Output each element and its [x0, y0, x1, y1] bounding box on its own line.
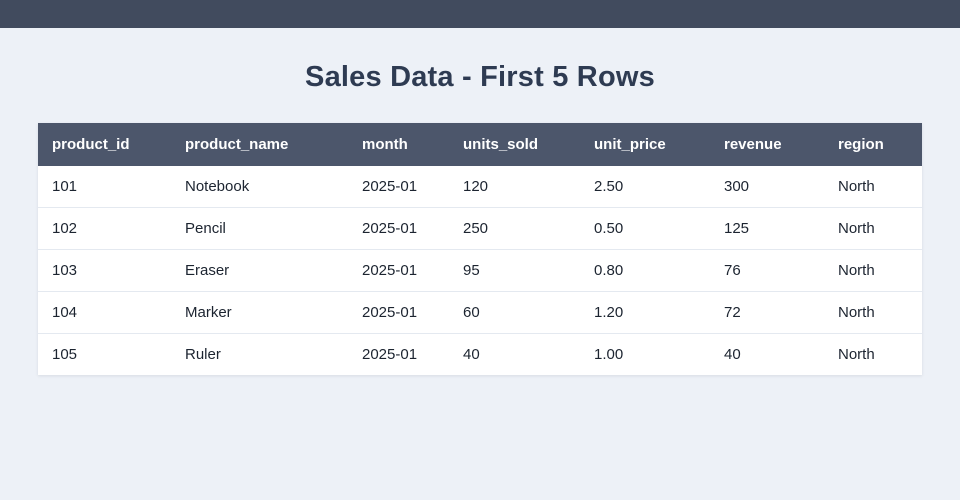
table-row: 103 Eraser 2025-01 95 0.80 76 North — [38, 249, 922, 292]
sales-table: product_id product_name month units_sold uni… — [38, 123, 922, 375]
column-header-unit_price: unit_price — [580, 123, 710, 166]
table-cell: 2025-01 — [348, 166, 449, 208]
table-cell: North — [824, 291, 922, 334]
table-body: 101 Notebook 2025-01 120 2.50 300 North 102 Penc… — [38, 166, 922, 375]
table-cell: Ruler — [171, 333, 348, 375]
table-row: 102 Pencil 2025-01 250 0.50 125 North — [38, 207, 922, 250]
table-cell: North — [824, 166, 922, 208]
table-cell: North — [824, 333, 922, 375]
table-cell: 105 — [38, 333, 171, 375]
table-row: 105 Ruler 2025-01 40 1.00 40 North — [38, 333, 922, 375]
table-cell: 0.50 — [580, 207, 710, 250]
table-cell: 102 — [38, 207, 171, 250]
table-cell: 95 — [449, 249, 580, 292]
table-cell: 250 — [449, 207, 580, 250]
table-cell: 104 — [38, 291, 171, 334]
table-cell: North — [824, 249, 922, 292]
table-row: 101 Notebook 2025-01 120 2.50 300 North — [38, 166, 922, 208]
table-cell: 72 — [710, 291, 824, 334]
table-cell: 2025-01 — [348, 207, 449, 250]
table-row: 104 Marker 2025-01 60 1.20 72 North — [38, 291, 922, 334]
table-cell: 103 — [38, 249, 171, 292]
column-header-product_id: product_id — [38, 123, 171, 166]
table-cell: 2025-01 — [348, 291, 449, 334]
table-cell: 2.50 — [580, 166, 710, 208]
table-cell: 1.00 — [580, 333, 710, 375]
page-title: Sales Data - First 5 Rows — [305, 61, 655, 93]
table-cell: 76 — [710, 249, 824, 292]
table-cell: 125 — [710, 207, 824, 250]
table-cell: North — [824, 207, 922, 250]
window-top-bar — [0, 0, 960, 28]
table-cell: 2025-01 — [348, 333, 449, 375]
table-cell: 2025-01 — [348, 249, 449, 292]
table-cell: 40 — [449, 333, 580, 375]
table-cell: 1.20 — [580, 291, 710, 334]
table-cell: 101 — [38, 166, 171, 208]
table-cell: Pencil — [171, 207, 348, 250]
table-cell: 40 — [710, 333, 824, 375]
table-header-row: product_id product_name month units_sold uni… — [38, 123, 922, 166]
table-cell: Marker — [171, 291, 348, 334]
table-cell: 60 — [449, 291, 580, 334]
table-cell: Notebook — [171, 166, 348, 208]
table-cell: 0.80 — [580, 249, 710, 292]
table-header: product_id product_name month units_sold uni… — [38, 123, 922, 166]
column-header-month: month — [348, 123, 449, 166]
column-header-region: region — [824, 123, 922, 166]
table-cell: 300 — [710, 166, 824, 208]
column-header-revenue: revenue — [710, 123, 824, 166]
column-header-units_sold: units_sold — [449, 123, 580, 166]
table-cell: 120 — [449, 166, 580, 208]
sales-table-container: product_id product_name month units_sold uni… — [38, 123, 922, 375]
table-cell: Eraser — [171, 249, 348, 292]
column-header-product_name: product_name — [171, 123, 348, 166]
